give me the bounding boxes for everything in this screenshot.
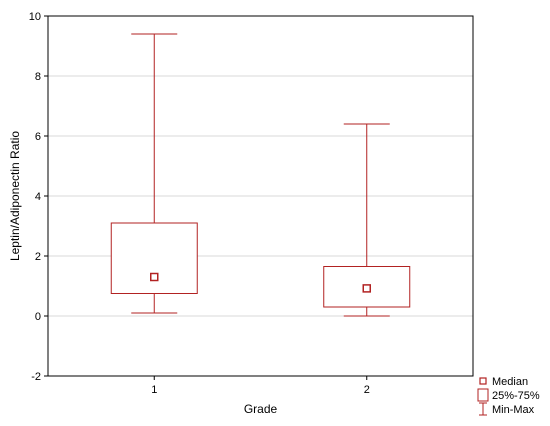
iqr-box bbox=[110, 222, 198, 294]
boxes bbox=[110, 33, 411, 317]
legend-label: 25%-75% bbox=[492, 390, 540, 402]
x-axis-title: Grade bbox=[244, 402, 278, 416]
y-tick-label: 2 bbox=[35, 251, 41, 263]
legend-box-icon bbox=[477, 388, 489, 402]
median-marker bbox=[362, 284, 371, 293]
legend-label: Median bbox=[492, 376, 528, 388]
x-tick-label: 1 bbox=[151, 384, 157, 396]
box-1 bbox=[110, 33, 198, 314]
y-tick-label: 8 bbox=[35, 71, 41, 83]
plot-frame bbox=[47, 15, 474, 377]
y-axis-title: Leptin/Adiponectin Ratio bbox=[8, 131, 22, 261]
legend-item-box: 25%-75% bbox=[477, 388, 540, 402]
legend-label: Min-Max bbox=[492, 404, 535, 416]
legend-item-whisker: Min-Max bbox=[479, 402, 535, 416]
y-axis-ticks: -2 0 2 4 6 8 10 bbox=[29, 11, 48, 383]
median-marker bbox=[150, 272, 159, 282]
legend: Median 25%-75% Min-Max bbox=[477, 376, 540, 416]
x-tick-label: 2 bbox=[364, 384, 370, 396]
y-tick-label: -2 bbox=[31, 371, 41, 383]
y-tick-label: 0 bbox=[35, 311, 41, 323]
y-tick-label: 10 bbox=[29, 11, 41, 23]
legend-median-icon bbox=[479, 377, 487, 385]
legend-item-median: Median bbox=[479, 376, 528, 388]
box-2 bbox=[323, 123, 411, 317]
y-tick-label: 4 bbox=[35, 191, 41, 203]
y-tick-label: 6 bbox=[35, 131, 41, 143]
